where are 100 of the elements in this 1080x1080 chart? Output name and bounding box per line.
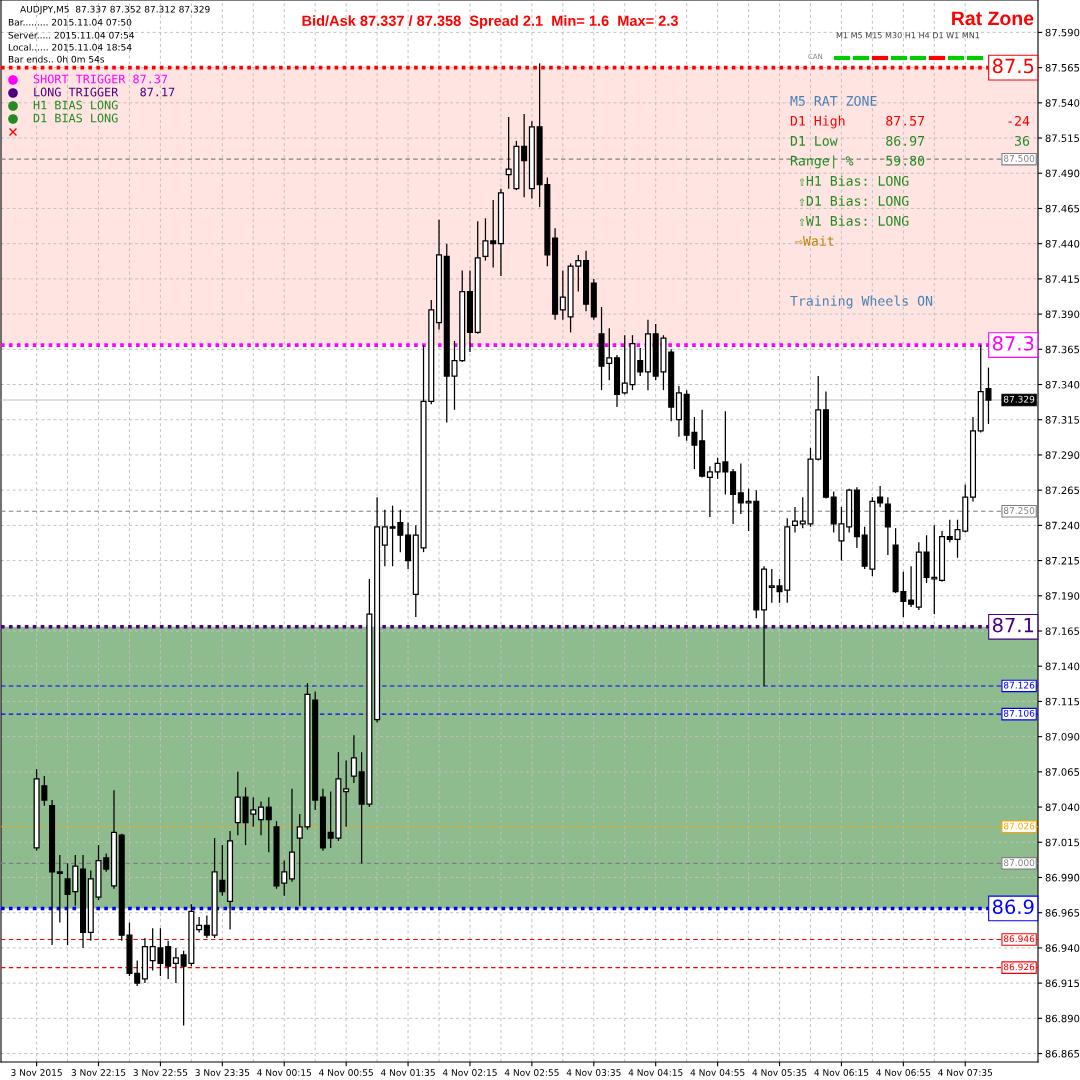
annotation: Server..... 2015.11.04 07:54 [8, 31, 135, 39]
ref-line-label: 87.126 [1003, 681, 1035, 689]
ref-line-label: 87.500 [1003, 154, 1035, 162]
y-tick-label: 87.565 [1045, 63, 1080, 72]
annotation: 87.3 [992, 336, 1034, 351]
x-tick-label: 4 Nov 07:35 [938, 1069, 993, 1076]
ref-line-label: 87.250 [1003, 507, 1035, 514]
annotation: H1 BIAS LONG [33, 100, 118, 110]
annotation: Local...... 2015.11.04 18:54 [8, 43, 132, 51]
candlestick [908, 565, 915, 608]
candlestick [265, 796, 272, 853]
annotation: LONG TRIGGER 87.17 [34, 87, 175, 97]
candlestick [559, 269, 566, 321]
annotation: M1 M5 M15 M30 H1 H4 D1 W1 MN1 [836, 32, 980, 39]
annotation: ⇧H1 Bias: LONG [799, 175, 909, 186]
candlestick [172, 947, 179, 984]
candlestick [56, 854, 63, 924]
candlestick [706, 465, 713, 518]
annotation: D1 BIAS LONG [33, 113, 118, 123]
y-tick-label: 86.915 [1045, 979, 1080, 988]
y-tick-label: 87.290 [1045, 451, 1080, 459]
y-tick-label: 86.890 [1045, 1014, 1080, 1023]
y-tick-label: 87.215 [1045, 556, 1080, 565]
text: Bid/Ask 87.337 / 87.358 Spread 2.1 Min= 1.6 Max= 2.3 [302, 15, 678, 29]
y-tick-label: 87.065 [1045, 768, 1080, 776]
y-tick-label: 86.940 [1045, 944, 1080, 952]
ref-line-label: 87.329 [1003, 395, 1035, 403]
x-tick-label: 4 Nov 02:55 [504, 1069, 559, 1076]
x-tick-label: 3 Nov 23:35 [195, 1069, 250, 1076]
x-tick-label: 4 Nov 03:35 [566, 1069, 621, 1076]
x-tick-label: 4 Nov 04:15 [628, 1069, 683, 1076]
annotation: 86.9 [992, 899, 1034, 915]
annotation: 87.1 [992, 617, 1034, 633]
x-tick-label: 4 Nov 05:35 [752, 1069, 807, 1076]
y-tick-label: 87.390 [1045, 310, 1080, 319]
x-tick-label: 4 Nov 00:55 [319, 1069, 373, 1076]
y-tick-label: 87.240 [1045, 521, 1080, 530]
y-tick-label: 87.040 [1045, 803, 1080, 812]
y-tick-label: 87.440 [1045, 240, 1080, 248]
text: -24 [1008, 115, 1030, 126]
ref-line-label: 86.926 [1003, 963, 1035, 971]
candlestick [877, 485, 884, 508]
y-tick-label: 87.490 [1045, 169, 1080, 178]
y-tick-label: 87.015 [1045, 838, 1080, 847]
y-tick-label: 86.965 [1045, 909, 1080, 917]
y-tick-label: 87.140 [1045, 662, 1080, 671]
y-tick-label: 86.865 [1045, 1049, 1080, 1058]
candlestick [257, 800, 265, 836]
candlestick [203, 914, 210, 939]
candlestick [165, 940, 172, 980]
y-tick-label: 87.515 [1045, 134, 1080, 142]
y-tick-label: 87.415 [1045, 275, 1080, 283]
annotation: D1 High 87.57 [790, 115, 925, 129]
candlestick [791, 506, 799, 534]
x-tick-label: 3 Nov 22:55 [133, 1069, 188, 1076]
y-tick-label: 87.340 [1045, 380, 1080, 389]
annotation: ⇧D1 Bias: LONG [799, 195, 909, 206]
x-tick-label: 4 Nov 06:15 [814, 1069, 869, 1076]
annotation: Range| % 59.80 [790, 155, 925, 169]
candlestick [343, 759, 350, 828]
x-tick-label: 4 Nov 02:15 [442, 1069, 497, 1076]
candlestick [381, 509, 388, 567]
text: 36 [1015, 135, 1030, 146]
ref-line-label: 87.106 [1003, 709, 1035, 717]
annotation: ⇨Wait [795, 235, 834, 246]
annotation: Bar ends.. 0h 0m 54s [8, 55, 105, 63]
y-tick-label: 87.165 [1045, 627, 1080, 635]
candlestick [350, 734, 357, 784]
y-tick-label: 87.365 [1045, 345, 1080, 354]
ref-line-label: 87.000 [1003, 859, 1035, 867]
ref-line-label: 86.946 [1003, 935, 1035, 943]
x-tick-label: 3 Nov 2015 [11, 1069, 62, 1076]
candlestick [490, 199, 497, 269]
y-tick-label: 87.590 [1045, 28, 1080, 37]
y-tick-label: 87.090 [1045, 733, 1080, 741]
y-tick-label: 87.265 [1045, 486, 1080, 495]
annotation: 87.5 [992, 58, 1034, 74]
candlestick [196, 916, 203, 934]
candlestick [521, 113, 528, 198]
x-tick-label: 4 Nov 04:55 [690, 1069, 745, 1076]
annotation: Training Wheels ON [790, 295, 933, 309]
x-tick-label: 4 Nov 06:55 [876, 1069, 931, 1076]
x-tick-label: 3 Nov 22:15 [71, 1069, 126, 1076]
x-tick-label: 4 Nov 00:15 [257, 1069, 312, 1076]
x-tick-label: 4 Nov 01:35 [380, 1069, 435, 1076]
annotation: Rat Zone [952, 11, 1034, 26]
y-tick-label: 86.990 [1045, 873, 1080, 882]
annotation: M5 RAT ZONE [790, 95, 877, 106]
y-tick-label: 87.115 [1045, 697, 1080, 706]
annotation: ⇧W1 Bias: LONG [799, 215, 909, 226]
y-tick-label: 87.540 [1045, 99, 1080, 107]
y-tick-label: 87.315 [1045, 416, 1080, 424]
candlestick [482, 217, 489, 262]
candlestick [884, 496, 891, 556]
candlestick [730, 468, 737, 525]
annotation: Bar......... 2015.11.04 07:50 [8, 18, 132, 26]
annotation: AUDJPY,M5 87.337 87.352 87.312 87.329 [20, 5, 210, 15]
annotation: SHORT TRIGGER 87.37 [33, 74, 168, 84]
candlestick [737, 462, 744, 515]
annotation: D1 Low 86.97 [790, 135, 925, 146]
